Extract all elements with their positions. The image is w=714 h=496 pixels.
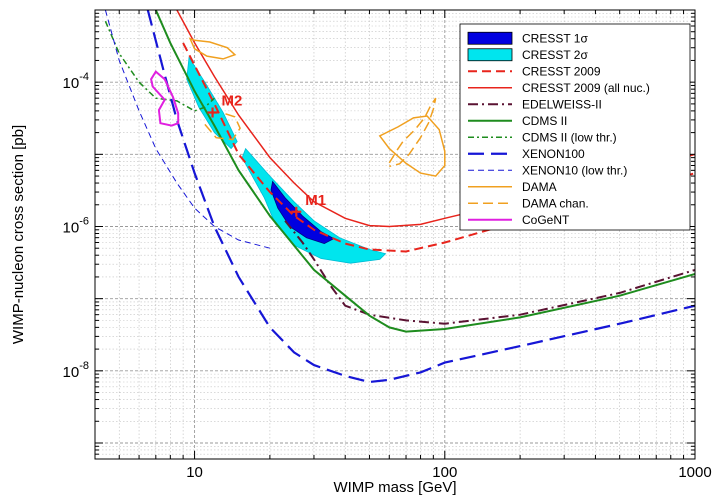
best-fit-marker-m2 [207,107,218,118]
series-dama [188,37,237,60]
legend-label-cresst-2009: CRESST 2009 [522,64,601,78]
x-tick-label: 1000 [678,464,711,481]
y-tick-label-exponent: -4 [79,71,89,83]
series-xenon10-low-thr [104,10,271,249]
series-cdms-ii-low-thr [104,20,215,112]
y-tick-label-base: 10 [63,364,80,381]
legend-swatch-cresst-1 [467,31,513,45]
annotation-label-m1: M1 [305,192,326,209]
legend-label-cresst-2: CRESST 2σ [522,48,588,62]
legend-label-xenon10-low-thr: XENON10 (low thr.) [522,163,627,177]
series-dama-chan [204,112,241,141]
legend-swatch-cresst-2 [467,48,513,62]
x-tick-label: 100 [432,464,457,481]
legend-label-xenon100: XENON100 [522,147,585,161]
x-axis-label: WIMP mass [GeV] [333,479,456,496]
y-axis-label: WIMP-nucleon cross section [pb] [10,125,27,344]
series-dama-chan-part-2 [388,97,437,168]
series-cogent [150,70,180,127]
series-xenon100 [146,10,695,384]
x-tick-label: 10 [186,464,203,481]
legend-label-edelweiss-ii: EDELWEISS-II [522,97,602,111]
series-edelweiss-ii [284,220,695,325]
y-tick-label-exponent: -6 [79,215,89,227]
legend-label-cresst-2009-all-nuc: CRESST 2009 (all nuc.) [522,81,650,95]
legend-label-cdms-ii: CDMS II [522,114,567,128]
legend-label-cdms-ii-low-thr: CDMS II (low thr.) [522,130,617,144]
y-tick-label-base: 10 [63,75,80,92]
series-cdms-ii [154,10,695,333]
y-tick-label: 10-4 [63,71,89,92]
legend-label-dama: DAMA [522,180,557,194]
legend-label-cresst-1: CRESST 1σ [522,31,588,45]
annotation-label-m2: M2 [222,92,243,109]
legend-label-dama-chan: DAMA chan. [522,196,589,210]
y-tick-label-base: 10 [63,219,80,236]
y-tick-label: 10-6 [63,215,89,236]
plot-frame [94,9,696,460]
y-tick-label: 10-8 [63,360,89,381]
best-fit-marker-m1 [291,206,302,217]
legend-label-cogent: CoGeNT [522,213,570,227]
y-tick-label-exponent: -8 [79,360,89,372]
